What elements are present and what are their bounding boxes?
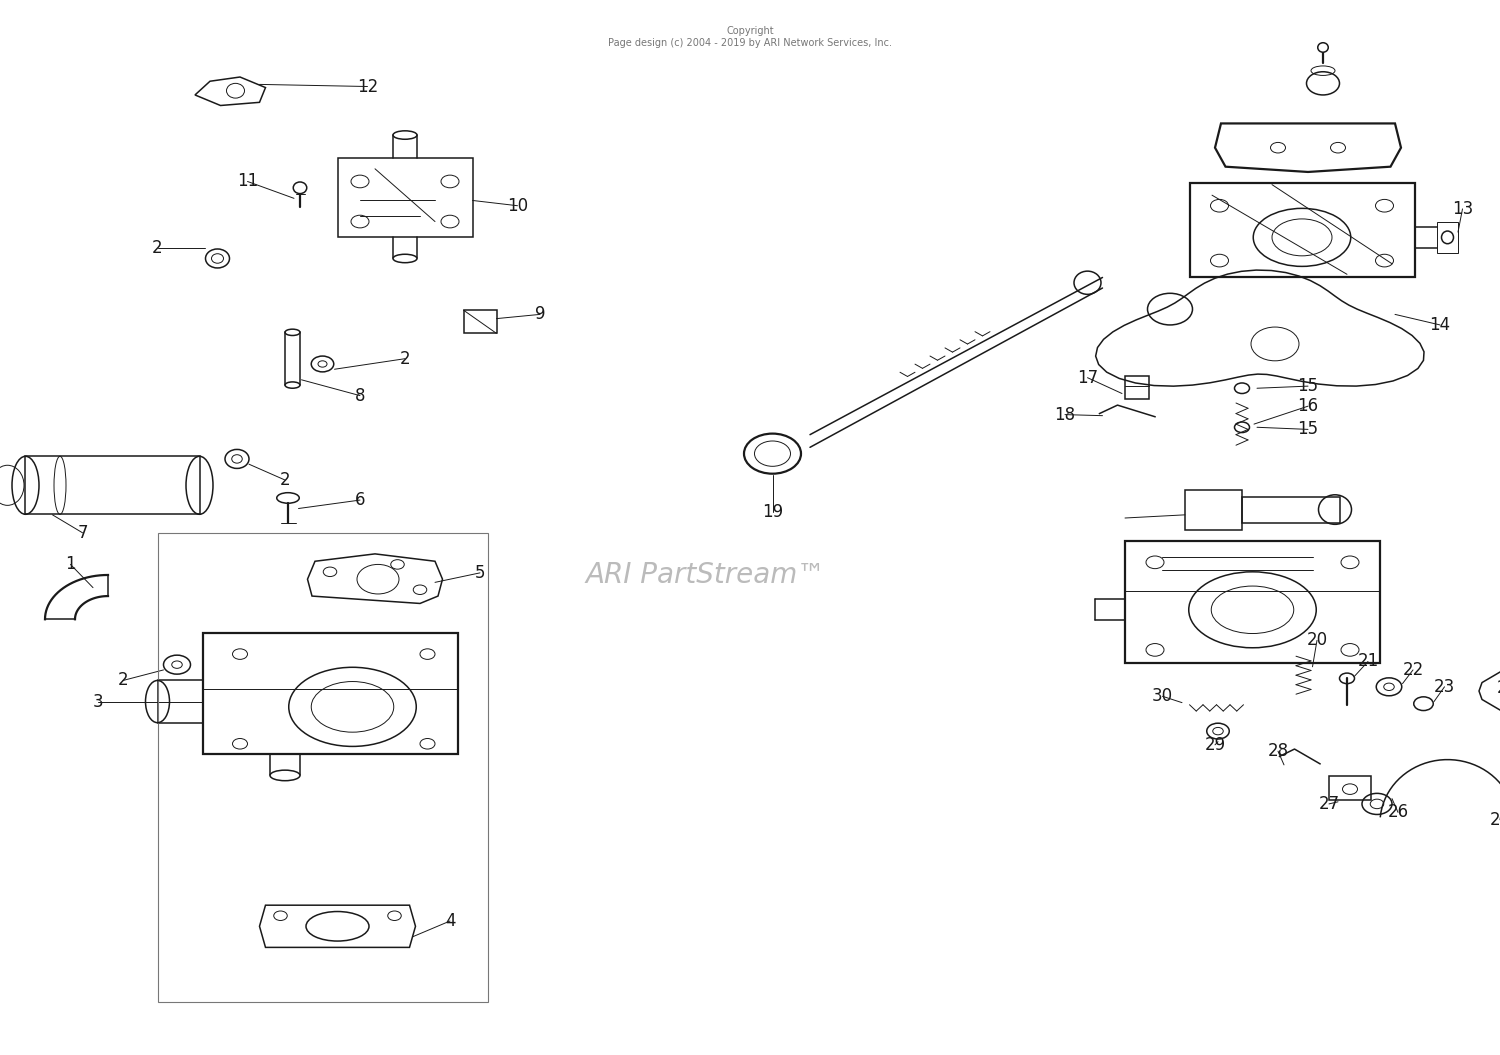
- Text: 2: 2: [152, 238, 164, 257]
- Bar: [338, 158, 472, 237]
- Text: 18: 18: [1054, 405, 1076, 424]
- Bar: [158, 533, 488, 1002]
- Text: 22: 22: [1402, 660, 1423, 679]
- Text: ARI PartStream™: ARI PartStream™: [585, 561, 825, 589]
- Text: 6: 6: [354, 491, 366, 510]
- Text: 21: 21: [1358, 652, 1378, 671]
- Bar: [1242, 497, 1340, 523]
- Bar: [1329, 776, 1371, 800]
- Text: 23: 23: [1434, 677, 1455, 696]
- Bar: [464, 310, 496, 333]
- Bar: [1437, 222, 1458, 253]
- Text: 2: 2: [279, 471, 291, 490]
- Text: 7: 7: [78, 523, 87, 542]
- Text: 14: 14: [1430, 315, 1450, 334]
- Text: 17: 17: [1077, 368, 1098, 387]
- Text: 2: 2: [399, 349, 411, 368]
- Text: 30: 30: [1152, 687, 1173, 706]
- Text: 29: 29: [1204, 735, 1225, 754]
- Bar: [1190, 183, 1414, 277]
- Text: 26: 26: [1388, 803, 1408, 822]
- Text: 20: 20: [1306, 631, 1328, 650]
- Text: 28: 28: [1268, 742, 1288, 761]
- Text: 3: 3: [92, 692, 104, 711]
- Text: 24: 24: [1497, 678, 1500, 697]
- Text: 19: 19: [762, 502, 783, 521]
- Bar: [1125, 541, 1380, 663]
- Bar: [1185, 490, 1242, 530]
- Text: 2: 2: [117, 671, 129, 690]
- Text: 4: 4: [444, 912, 456, 931]
- Text: 25: 25: [1490, 810, 1500, 829]
- Text: 8: 8: [354, 386, 366, 405]
- Bar: [202, 633, 458, 754]
- Text: 27: 27: [1318, 794, 1340, 813]
- Text: 12: 12: [357, 77, 378, 96]
- Text: 9: 9: [534, 305, 546, 324]
- Text: 16: 16: [1298, 397, 1318, 416]
- Text: 15: 15: [1298, 377, 1318, 396]
- Bar: [1125, 376, 1149, 399]
- Text: Copyright
Page design (c) 2004 - 2019 by ARI Network Services, Inc.: Copyright Page design (c) 2004 - 2019 by…: [608, 26, 892, 47]
- Text: 15: 15: [1298, 420, 1318, 439]
- Text: 10: 10: [507, 196, 528, 215]
- Text: 1: 1: [64, 555, 76, 574]
- Text: 5: 5: [474, 563, 486, 582]
- Text: 13: 13: [1452, 199, 1473, 218]
- Text: 11: 11: [237, 172, 258, 191]
- Bar: [26, 456, 200, 514]
